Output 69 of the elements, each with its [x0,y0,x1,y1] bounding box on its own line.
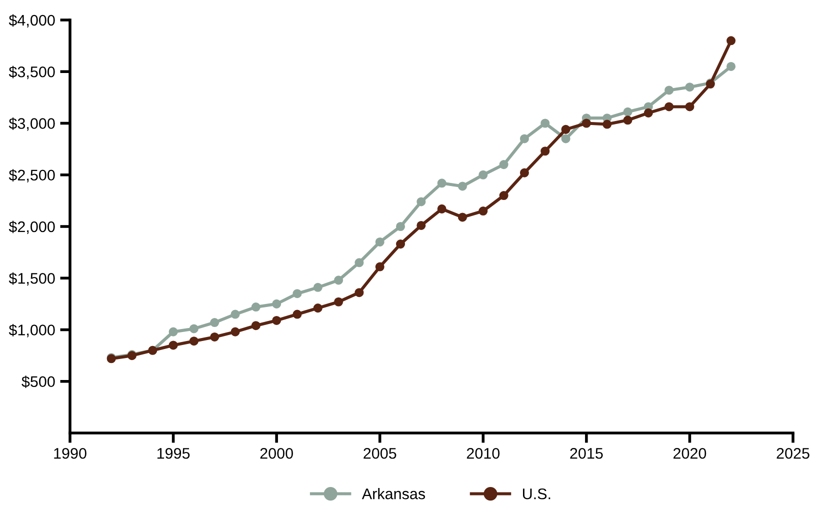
point [561,124,570,134]
point [354,288,364,298]
point [189,324,198,334]
point [230,327,240,336]
y-tick-label: $1,500 [8,272,55,286]
point [664,102,674,112]
point [375,262,384,272]
point [416,220,426,230]
point [313,282,322,292]
y-tick-label: $2,000 [8,220,55,234]
point [520,134,529,144]
point [582,118,591,128]
point [292,289,302,298]
x-tick-label: 2005 [364,448,396,459]
y-tick-label: $3,500 [8,66,55,80]
point [520,168,529,178]
point [168,340,178,350]
x-tick-label: 2020 [673,448,706,459]
y-tick-label: $2,500 [8,169,55,182]
point [292,310,302,319]
point [540,146,550,156]
point [561,134,570,144]
y-tick-label: $500 [22,376,55,388]
point [354,258,364,268]
point [334,297,344,306]
point [458,212,467,222]
point [726,62,736,71]
point [437,178,446,188]
point [623,116,632,125]
point [602,120,612,129]
point [478,170,488,180]
x-tick-label: 2015 [570,448,603,459]
point [210,318,220,328]
point [437,204,446,214]
point [272,316,282,325]
x-tick-label: 2000 [260,448,293,459]
point [313,304,322,313]
point [272,299,282,308]
legend-label: U.S. [522,488,550,500]
point [623,107,632,116]
point [210,332,220,342]
y-tick-label: $3,000 [8,117,55,131]
point [416,197,426,206]
x-tick-label: 1990 [54,448,86,459]
legend-label: Arkansas [362,488,426,500]
point [664,86,674,95]
point [168,327,178,336]
point [251,321,260,330]
x-tick-label: 2010 [466,448,500,459]
point [644,108,653,118]
point [540,118,550,128]
point [499,160,508,170]
point [726,36,736,46]
point [396,222,406,232]
point [375,237,384,246]
x-tick-label: 2025 [776,448,810,459]
y-tick-label: $1,000 [8,324,55,338]
point [685,82,694,92]
x-tick-label: 1995 [157,448,190,459]
point [251,302,260,312]
point [685,102,694,112]
point [334,276,344,285]
point [458,182,467,191]
point [499,191,508,200]
point [396,240,406,249]
point [189,336,198,346]
point [478,206,488,216]
point [230,310,240,319]
y-tick-label: $4,000 [8,14,55,28]
